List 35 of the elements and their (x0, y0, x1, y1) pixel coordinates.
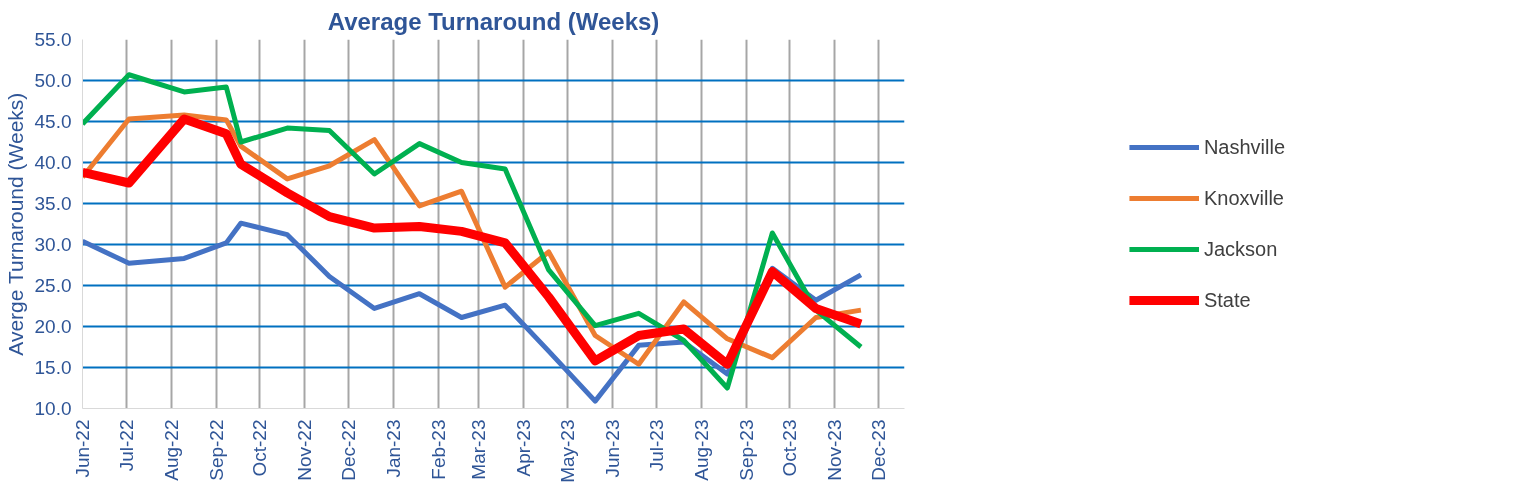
x-tick-label: Sep-23 (735, 419, 757, 481)
x-tick-label: Aug-22 (160, 419, 182, 481)
y-tick-label: 40.0 (34, 152, 72, 173)
x-tick-label: Jan-23 (382, 419, 404, 478)
y-tick-label: 50.0 (34, 70, 72, 91)
y-tick-label: 35.0 (34, 193, 72, 214)
y-tick-label: 25.0 (34, 275, 72, 296)
x-tick-label: Sep-22 (205, 419, 227, 481)
legend-label: Jackson (1203, 237, 1278, 261)
legend-label: Knoxville (1203, 186, 1284, 210)
x-tick-label: Aug-23 (690, 419, 712, 481)
x-tick-label: Jun-23 (602, 419, 624, 478)
x-tick-label: Dec-23 (867, 419, 889, 481)
x-tick-label: Nov-23 (824, 419, 846, 481)
x-tick-label: Jun-22 (72, 419, 93, 478)
y-tick-label: 15.0 (34, 357, 72, 378)
y-axis-title: Averge Turnaround (Weeks) (3, 92, 27, 356)
x-tick-label: Oct-23 (779, 419, 801, 477)
y-tick-label: 20.0 (34, 316, 72, 337)
legend-label: State (1203, 288, 1251, 312)
x-tick-label: Oct-22 (249, 419, 271, 477)
x-tick-label: Feb-23 (427, 419, 449, 480)
y-tick-label: 55.0 (34, 29, 72, 50)
x-tick-label: Jul-22 (115, 419, 137, 472)
y-tick-label: 10.0 (34, 398, 72, 419)
x-tick-label: May-23 (557, 419, 579, 483)
x-tick-label: Jul-23 (645, 419, 667, 472)
legend-label: Nashville (1203, 135, 1286, 159)
x-tick-label: Mar-23 (468, 419, 490, 480)
x-tick-label: Apr-23 (513, 419, 535, 477)
y-tick-label: 45.0 (34, 111, 72, 132)
x-tick-label: Dec-22 (337, 419, 359, 481)
x-tick-label: Nov-22 (294, 419, 316, 481)
chart-title: Average Turnaround (Weeks) (327, 7, 660, 35)
y-tick-label: 30.0 (34, 234, 72, 255)
